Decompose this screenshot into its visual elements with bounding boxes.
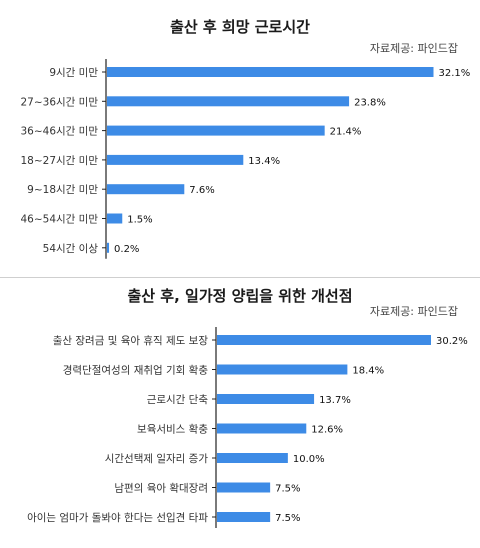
chart-1-bar [107,154,244,165]
chart-1-value-label: 32.1% [439,68,471,79]
chart-1-category-label: 36~46시간 미만 [21,126,99,138]
chart-1-bar [107,213,123,224]
chart-1-category-label: 27~36시간 미만 [21,96,99,108]
chart-2-bar [217,394,315,404]
chart-2-value-label: 13.7% [319,395,351,406]
chart-1-value-label: 1.5% [127,215,152,226]
chart-2-category-label: 근로시간 단축 [147,394,209,406]
chart-1-bar [107,184,185,195]
chart-2-category-label: 보육서비스 확충 [137,423,208,436]
chart-1-bar [107,242,110,253]
chart-2-category-label: 남편의 육아 확대장려 [114,482,208,495]
chart-1-bar [107,96,350,107]
chart-1-category-label: 9~18시간 미만 [27,184,98,196]
chart-1-source: 자료제공: 파인드잡 [369,42,458,55]
chart-1-category-label: 46~54시간 미만 [21,214,99,226]
chart-2-bar [217,364,348,375]
chart-2-source: 자료제공: 파인드잡 [369,305,458,318]
chart-2-value-label: 12.6% [311,425,343,436]
chart-1-value-label: 23.8% [354,97,386,108]
chart-2-value-label: 30.2% [436,336,468,347]
chart-2-bar-chart: 출산 장려금 및 육아 휴직 제도 보장 30.2% 경력단절여성의 재취업 기회 … [27,327,468,528]
chart-1-category-label: 9시간 미만 [49,67,98,79]
chart-2-value-label: 18.4% [352,366,384,377]
section-divider [0,277,480,278]
chart-2-category-label: 출산 장려금 및 육아 휴직 제도 보장 [53,335,209,347]
chart-2-value-label: 7.5% [275,513,300,524]
chart-1-title: 출산 후 희망 근로시간 [170,18,310,36]
chart-1-bar-chart: 9시간 미만 32.1% 27~36시간 미만 23.8% 36~46시간 미만 21.4… [21,59,471,259]
chart-2-category-label: 아이는 엄마가 돌봐야 한다는 선입견 타파 [27,511,208,524]
chart-1-value-label: 13.4% [248,156,280,167]
chart-1-value-label: 21.4% [330,127,362,138]
chart-2-bar [217,482,271,493]
chart-2-bar [217,335,431,345]
chart-2-bar [217,423,307,434]
chart-2-bar [217,453,288,463]
chart-1-value-label: 7.6% [189,185,214,196]
chart-1-category-label: 54시간 이상 [43,243,99,255]
chart-1-category-label: 18~27시간 미만 [21,155,99,167]
chart-2-title: 출산 후, 일가정 양립을 위한 개선점 [127,287,353,305]
chart-2-value-label: 10.0% [293,454,325,465]
chart-1-value-label: 0.2% [114,244,139,255]
chart-1-bar [107,125,325,136]
chart-2-bar [217,512,271,522]
chart-2-value-label: 7.5% [275,484,300,495]
chart-2-category-label: 경력단절여성의 재취업 기회 확충 [63,364,209,377]
chart-1-bar [107,67,434,77]
chart-2-category-label: 시간선택제 일자리 증가 [105,452,209,465]
